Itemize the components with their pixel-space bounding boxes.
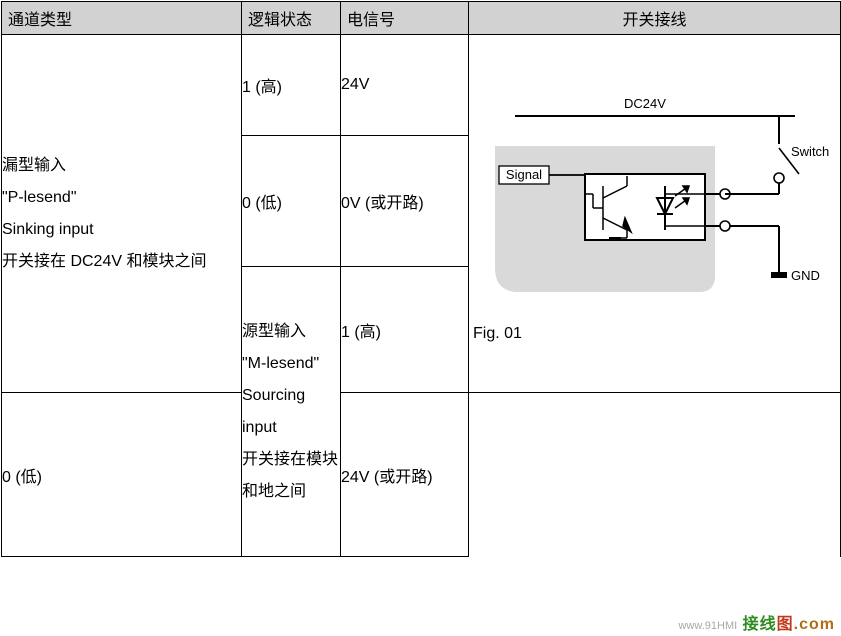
chantype-line: "M-lesend"	[242, 348, 340, 380]
watermark: www.91HMI 接线图.com	[678, 610, 835, 634]
wiring-diagram-sinking: DC24V Switch	[475, 86, 835, 316]
cell-signal: 24V (或开路)	[341, 393, 469, 557]
watermark-suffix: .com	[794, 616, 835, 633]
label-dc24v: DC24V	[624, 96, 666, 111]
chantype-line: "P-lesend"	[2, 182, 241, 214]
label-gnd: GND	[791, 268, 820, 283]
cell-signal: 0V (或开路)	[341, 136, 469, 267]
cell-logic: 0 (低)	[2, 393, 242, 557]
label-signal: Signal	[506, 167, 542, 182]
chantype-line: Sourcing input	[242, 380, 340, 444]
label-switch: Switch	[791, 144, 829, 159]
watermark-red: 图	[777, 616, 794, 633]
cell-signal: 24V	[341, 35, 469, 136]
header-signal: 电信号	[341, 2, 469, 35]
watermark-gray: www.91HMI	[678, 620, 737, 632]
cell-logic: 0 (低)	[242, 136, 341, 267]
header-logic-state: 逻辑状态	[242, 2, 341, 35]
chantype-line: Sinking input	[2, 214, 241, 246]
header-wiring: 开关接线	[469, 2, 841, 35]
chantype-line: 开关接在 DC24V 和模块之间	[2, 246, 241, 278]
chantype-line: 源型输入	[242, 316, 340, 348]
figure-caption: Fig. 01	[469, 323, 840, 349]
io-wiring-table: 通道类型 逻辑状态 电信号 开关接线 漏型输入 "P-lesend" Sinki…	[1, 1, 841, 557]
chantype-line: 开关接在模块和地之间	[242, 444, 340, 508]
table-row: 漏型输入 "P-lesend" Sinking input 开关接在 DC24V…	[2, 35, 841, 136]
watermark-green: 接线	[743, 616, 777, 633]
chantype-line: 漏型输入	[2, 150, 241, 182]
header-channel-type: 通道类型	[2, 2, 242, 35]
cell-diagram-sinking: DC24V Switch	[469, 35, 841, 393]
cell-channel-type-sourcing: 源型输入 "M-lesend" Sourcing input 开关接在模块和地之…	[242, 267, 341, 557]
cell-logic: 1 (高)	[341, 267, 469, 393]
cell-logic: 1 (高)	[242, 35, 341, 136]
cell-channel-type-sinking: 漏型输入 "P-lesend" Sinking input 开关接在 DC24V…	[2, 35, 242, 393]
table-row: 0 (低) 24V (或开路)	[2, 393, 841, 557]
